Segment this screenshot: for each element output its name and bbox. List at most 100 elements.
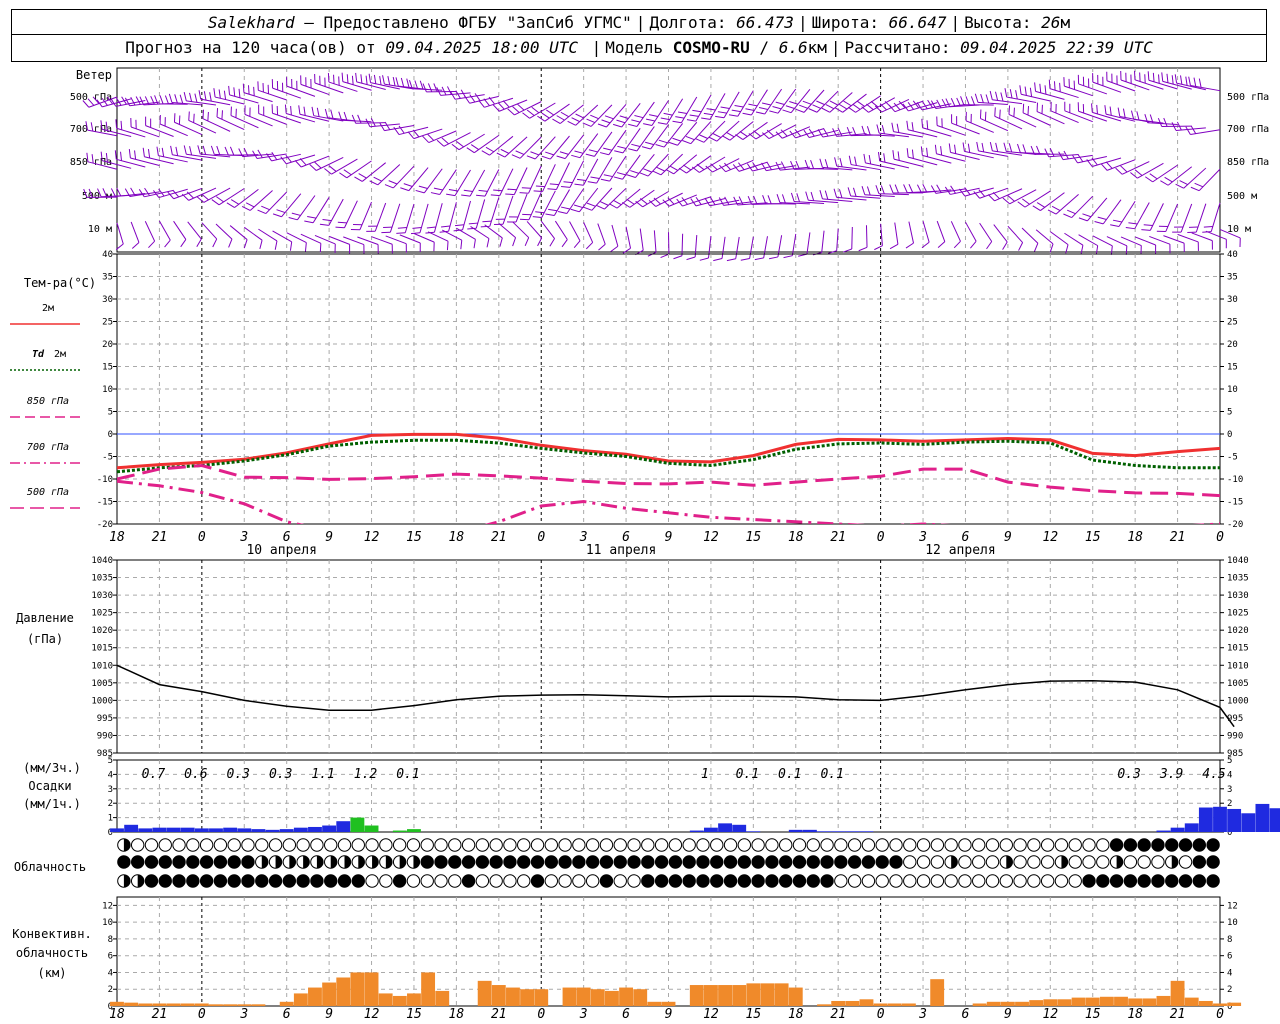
wind-barb-flag (464, 95, 471, 104)
y-tick-label-left: 4 (108, 770, 113, 780)
wind-barb (1177, 233, 1199, 243)
wind-barb-flag (838, 189, 843, 199)
cloud-icon (903, 874, 917, 888)
alt-label: Высота: (964, 13, 1032, 32)
wind-barb (1064, 110, 1093, 123)
cloud-circle (324, 874, 338, 888)
wind-barb-flag (908, 183, 914, 193)
wind-barb-flag (866, 126, 871, 135)
wind-barb-flag (978, 189, 986, 197)
wind-barb-flag (922, 183, 928, 193)
cloud-icon (1013, 874, 1027, 888)
wind-barb-flag (304, 220, 314, 224)
wind-barb (1050, 231, 1069, 246)
station-name: Salekhard (207, 13, 295, 32)
wind-barb-flag (1130, 110, 1135, 120)
wind-barb-flag (720, 106, 730, 109)
wind-barb-flag (1161, 72, 1164, 82)
wind-barb (855, 95, 881, 113)
wind-barb-flag (561, 186, 571, 188)
wind-barb-flag (524, 237, 530, 247)
cloud-circle (751, 874, 765, 888)
cloud-icon (282, 855, 297, 869)
wind-barb-flag (549, 183, 559, 186)
cloud-icon (1137, 855, 1151, 869)
wind-barb (777, 235, 783, 258)
temp-hour-label: 21 (830, 530, 846, 545)
wind-barb (1106, 236, 1128, 247)
wind-barb-flag (742, 112, 752, 116)
cloud-icon (861, 874, 876, 888)
cloud-circle (751, 838, 765, 852)
convective-bar (1029, 1000, 1044, 1006)
cloud-icon (696, 874, 710, 888)
cloud-circle (972, 855, 986, 869)
cloud-circle (1096, 838, 1110, 852)
cloud-icon (351, 874, 365, 888)
wind-barb (721, 236, 726, 259)
convective-bar (788, 987, 803, 1006)
cloud-icon (613, 874, 627, 888)
wind-barb-flag (766, 161, 772, 170)
convective-unit: (км) (38, 966, 67, 980)
wind-barb-flag (453, 229, 463, 232)
cloud-circle (1013, 855, 1027, 869)
temp-hour-label: 18 (788, 530, 804, 545)
wind-barb-flag (110, 188, 116, 197)
wind-barb-flag (852, 103, 861, 110)
wind-barb-flag (1047, 209, 1057, 215)
wind-barb (737, 90, 754, 117)
wind-barb-flag (100, 120, 103, 130)
cloud-icon (434, 855, 448, 869)
cloud-icon (558, 838, 572, 852)
wind-barb (653, 230, 657, 253)
cloud-icon (503, 874, 517, 888)
wind-barb-flag (1059, 82, 1061, 92)
convective-bar (647, 1001, 662, 1006)
wind-barb-flag (545, 213, 555, 216)
wind-barb-flag (1134, 169, 1143, 176)
cloud-circle (503, 838, 517, 852)
cloud-half (289, 855, 296, 869)
cloud-cover-rows (117, 838, 1220, 888)
model-sep: / (759, 38, 770, 57)
wind-barb (296, 195, 316, 221)
wind-barb-flag (685, 136, 695, 141)
cloud-circle (392, 874, 407, 888)
wind-barb-flag (241, 205, 251, 211)
wind-barb-flag (875, 185, 880, 194)
wind-barb-flag (274, 240, 278, 250)
cloud-icon (1206, 855, 1220, 869)
cloud-icon (985, 874, 1000, 888)
cloud-circle (448, 838, 462, 852)
wind-barb-flag (653, 197, 661, 205)
wind-barb-flag (507, 108, 515, 116)
wind-barb-flag (648, 114, 659, 118)
cloud-icon (1206, 874, 1220, 888)
wind-barb-flag (1002, 197, 1011, 205)
cloud-icon (930, 855, 945, 869)
wind-barb-flag (410, 232, 421, 235)
cloud-icon (475, 874, 490, 888)
wind-barb-flag (492, 104, 500, 112)
wind-barb-flag (1130, 172, 1138, 179)
wind-barb-flag (271, 151, 278, 161)
cloud-circle (572, 838, 586, 852)
wind-barb-flag (358, 173, 367, 179)
convective-title: Конвективн. (12, 927, 91, 941)
wind-barb (228, 154, 259, 156)
cloud-half (385, 855, 393, 869)
wind-barb-flag (324, 108, 329, 118)
wind-barb-flag (221, 110, 223, 120)
cloud-circle (903, 838, 917, 852)
wind-barb (979, 222, 993, 242)
precip-bar (110, 828, 124, 832)
wind-barb-flag (418, 185, 428, 189)
wind-barb-flag (810, 191, 815, 201)
cloud-icon (1027, 874, 1041, 888)
wind-barb (763, 236, 768, 258)
cloud-icon (778, 874, 793, 888)
wind-barb-flag (785, 105, 795, 109)
wind-barb-flag (1017, 201, 1026, 208)
wind-barb (686, 155, 712, 174)
